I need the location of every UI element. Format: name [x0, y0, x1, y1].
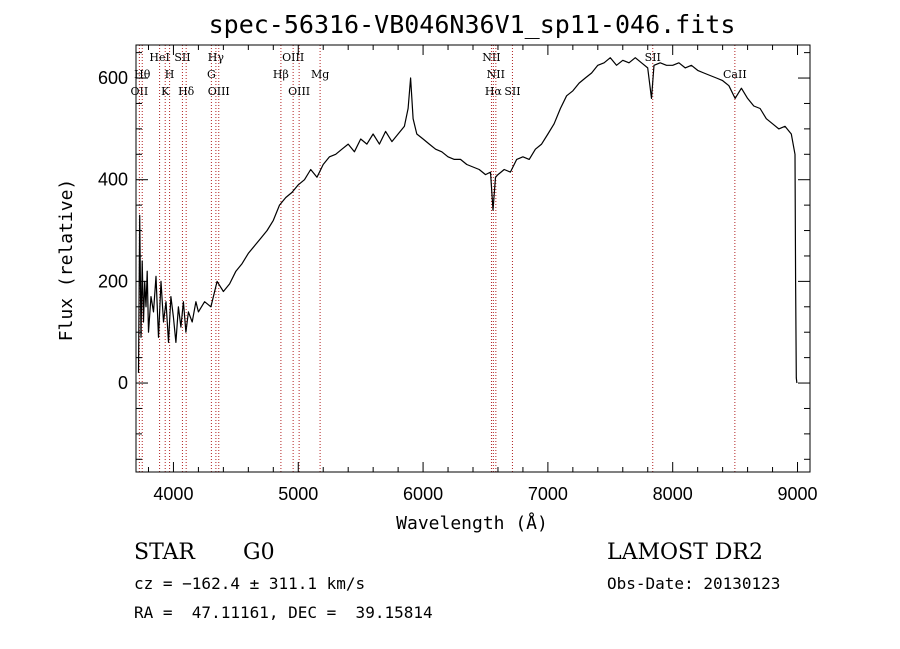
- x-tick-label-1: 5000: [278, 484, 318, 504]
- line-marker-label-11: OIII: [282, 51, 304, 64]
- x-tick-label-4: 8000: [653, 484, 693, 504]
- line-marker-label-6: Hδ: [178, 85, 195, 98]
- line-marker-label-5: SII: [174, 51, 190, 64]
- y-tick-label-0: 0: [118, 373, 128, 393]
- line-marker-label-14: NII: [482, 51, 500, 64]
- line-marker-label-10: Hβ: [273, 68, 289, 81]
- sky-coordinates: RA = 47.11161, DEC = 39.15814: [134, 603, 433, 622]
- line-marker-label-4: H: [165, 68, 175, 81]
- line-marker-label-7: G: [207, 68, 216, 81]
- x-tick-label-2: 6000: [403, 484, 443, 504]
- line-marker-label-8: Hγ: [208, 51, 225, 64]
- line-marker-label-17: SII: [504, 85, 520, 98]
- line-marker-label-19: CaII: [723, 68, 747, 81]
- line-marker-label-18: SII: [645, 51, 661, 64]
- line-marker-label-0: OII: [131, 85, 149, 98]
- axes: [135, 44, 811, 473]
- x-tick-label-5: 9000: [777, 484, 817, 504]
- line-marker-label-1: Hθ: [134, 68, 151, 81]
- survey-name: LAMOST DR2: [607, 540, 763, 565]
- observation-date: Obs-Date: 20130123: [607, 574, 781, 593]
- y-axis-label: Flux (relative): [56, 179, 77, 342]
- x-tick-label-3: 7000: [528, 484, 568, 504]
- plot-frame: [135, 44, 811, 473]
- line-marker-label-2: HeI: [149, 51, 169, 64]
- axis-ticks: 4000 5000 6000 7000 8000 9000 0 200 400 600: [98, 45, 818, 504]
- redshift-velocity: cz = −162.4 ± 311.1 km/s: [134, 574, 366, 593]
- spectrum-line-0: [137, 57, 798, 384]
- spectrum-series: [137, 57, 798, 384]
- y-tick-label-2: 400: [98, 170, 128, 190]
- line-marker-label-13: Mg: [311, 68, 329, 81]
- line-marker-label-12: OIII: [288, 85, 310, 98]
- line-marker-label-15: Hα: [485, 85, 503, 98]
- x-tick-label-0: 4000: [153, 484, 193, 504]
- line-marker-label-3: K: [161, 85, 170, 98]
- line-markers: OIIHθHeIKHSIIHδGHγOIIIHβOIIIOIIIMgNIIHαN…: [131, 45, 747, 472]
- chart-title: spec-56316-VB046N36V1_sp11-046.fits: [209, 10, 736, 39]
- object-subclass: G0: [243, 540, 275, 565]
- line-marker-label-16: NII: [487, 68, 505, 81]
- y-tick-label-3: 600: [98, 68, 128, 88]
- line-marker-label-9: OIII: [208, 85, 230, 98]
- y-tick-label-1: 200: [98, 271, 128, 291]
- object-class: STAR: [134, 540, 195, 565]
- x-axis-label: Wavelength (Å): [396, 512, 548, 534]
